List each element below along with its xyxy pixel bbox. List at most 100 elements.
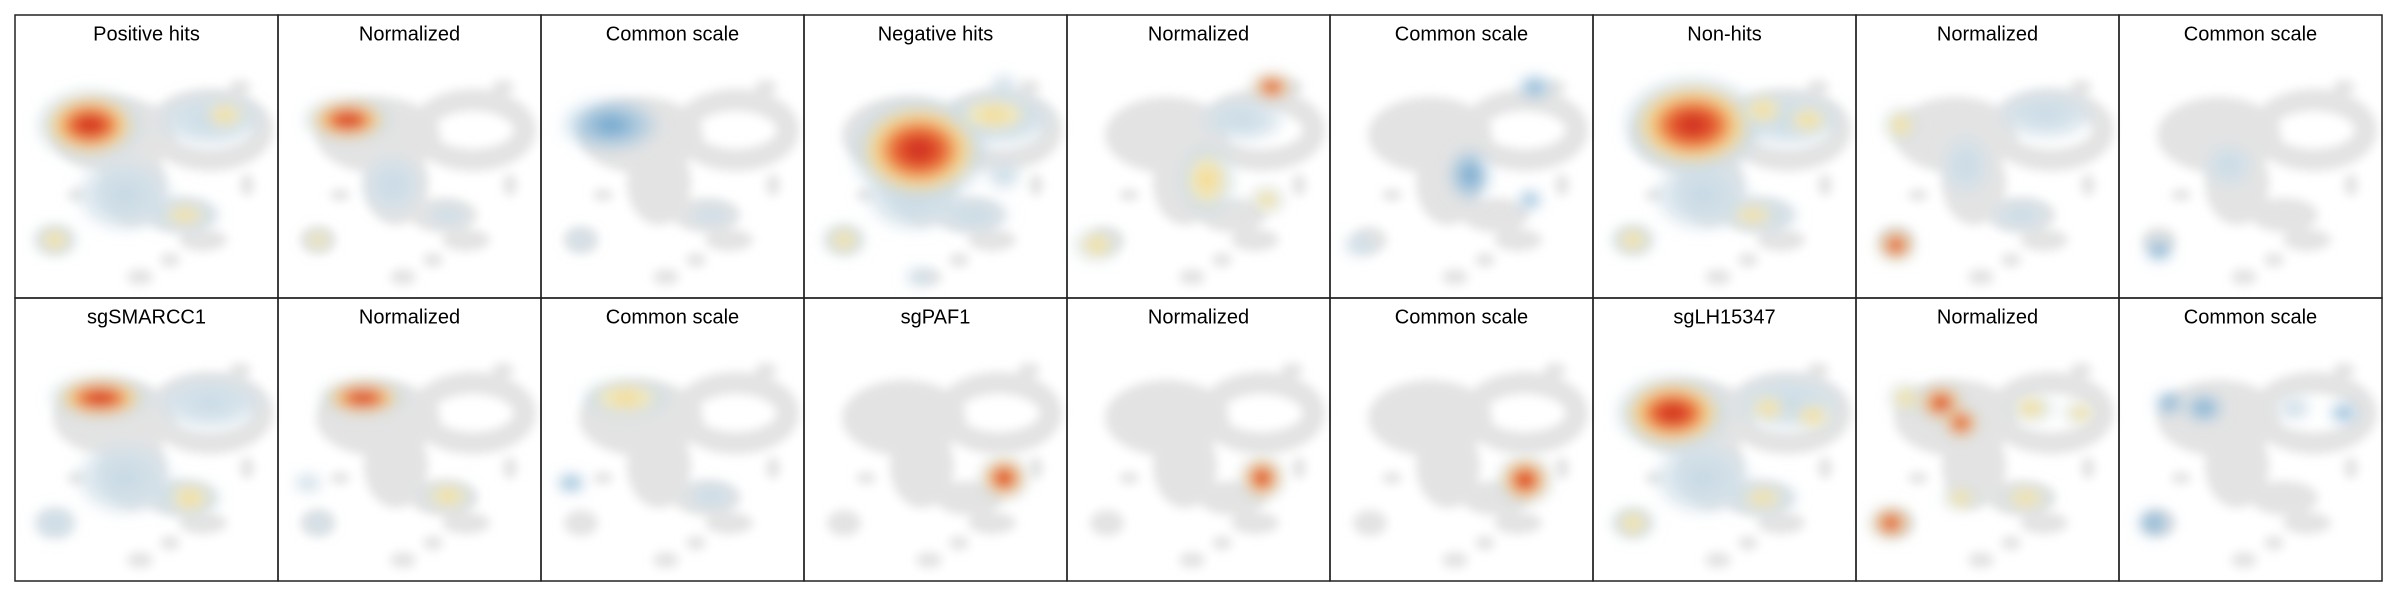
density-blob xyxy=(2143,237,2175,263)
density-blob xyxy=(685,203,737,227)
density-blob xyxy=(1248,71,1296,103)
density-blob xyxy=(1496,454,1554,506)
density-blob xyxy=(34,224,76,256)
panel-title: Common scale xyxy=(1395,23,1528,45)
panel: Common scale xyxy=(2118,14,2383,299)
density-overlay xyxy=(1238,454,1286,502)
panel: Common scale xyxy=(1329,297,1594,582)
panel: Negative hits xyxy=(803,14,1068,299)
density-blob xyxy=(419,480,477,512)
density-blob xyxy=(1734,485,1792,511)
density-overlay xyxy=(292,378,477,535)
density-blob xyxy=(559,96,663,154)
density-overlay xyxy=(1875,89,2098,264)
panel-title: Common scale xyxy=(1395,306,1528,328)
panel-title: Normalized xyxy=(1148,23,1249,45)
density-blob xyxy=(1612,507,1654,539)
density-blob xyxy=(565,228,597,252)
panel-title: Common scale xyxy=(606,306,739,328)
density-blob xyxy=(2135,507,2173,539)
panel-title: Non-hits xyxy=(1687,23,1761,45)
panel: Normalized xyxy=(277,297,542,582)
density-blob xyxy=(36,510,74,536)
density-blob xyxy=(360,152,426,218)
density-blob xyxy=(948,94,1040,136)
density-blob xyxy=(682,480,740,512)
density-blob xyxy=(988,74,1020,96)
density-overlay xyxy=(555,378,740,512)
panel: Common scale xyxy=(540,297,805,582)
density-blob xyxy=(1196,96,1288,144)
panel-title: Common scale xyxy=(2184,23,2317,45)
density-overlay xyxy=(978,454,1030,502)
density-blob xyxy=(1073,228,1121,262)
density-blob xyxy=(2203,141,2255,189)
density-blob xyxy=(1994,89,2098,141)
density-blob xyxy=(302,96,394,144)
density-blob xyxy=(151,374,269,432)
panel: Normalized xyxy=(277,14,542,299)
density-blob xyxy=(2062,400,2100,426)
density-blob xyxy=(302,228,334,252)
density-overlay xyxy=(1609,374,1847,540)
panel: Common scale xyxy=(2118,297,2383,582)
density-overlay xyxy=(1073,71,1296,262)
density-blob xyxy=(317,378,409,418)
density-blob xyxy=(1248,185,1286,215)
density-blob xyxy=(48,374,152,422)
density-blob xyxy=(1621,75,1765,175)
density-overlay xyxy=(31,374,269,540)
density-blob xyxy=(1516,74,1554,100)
panel: Common scale xyxy=(1329,14,1594,299)
density-blob xyxy=(2183,392,2225,424)
panel-title: sgPAF1 xyxy=(901,306,971,328)
density-blob xyxy=(555,472,587,494)
panel: Non-hits xyxy=(1592,14,1857,299)
panel-title: sgLH15347 xyxy=(1673,306,1775,328)
panel-title: Normalized xyxy=(1937,306,2038,328)
density-blob xyxy=(1988,199,2054,231)
density-blob xyxy=(1875,226,1917,264)
panel: sgLH15347 xyxy=(1592,297,1857,582)
density-blob xyxy=(1882,106,1920,144)
density-blob xyxy=(1744,392,1792,424)
density-blob xyxy=(2153,390,2185,416)
density-blob xyxy=(580,378,672,418)
density-blob xyxy=(1997,485,2055,511)
density-overlay xyxy=(1867,382,2100,542)
panel-title: sgSMARCC1 xyxy=(87,306,206,328)
density-overlay xyxy=(820,74,1058,288)
density-blob xyxy=(824,224,864,256)
density-blob xyxy=(156,202,214,228)
density-blob xyxy=(978,454,1030,502)
density-blob xyxy=(1940,404,1982,442)
umap-background xyxy=(2142,80,2366,285)
density-blob xyxy=(1724,202,1782,228)
density-blob xyxy=(2007,392,2055,424)
density-blob xyxy=(1614,374,1732,452)
density-overlay xyxy=(2143,141,2255,263)
panel-title: Normalized xyxy=(359,306,460,328)
panel-title: Normalized xyxy=(1937,23,2038,45)
density-overlay xyxy=(1609,75,1847,257)
panel-title: Normalized xyxy=(359,23,460,45)
panel: Normalized xyxy=(1066,297,1331,582)
density-blob xyxy=(1612,224,1654,256)
density-blob xyxy=(1789,400,1837,432)
density-overlay xyxy=(1341,74,1554,258)
panel-border xyxy=(2118,297,2383,582)
panel: sgPAF1 xyxy=(803,297,1068,582)
panel: Common scale xyxy=(540,14,805,299)
panel-title: Common scale xyxy=(606,23,739,45)
density-blob xyxy=(35,88,145,162)
density-blob xyxy=(1238,454,1286,502)
density-blob xyxy=(1867,504,1915,542)
density-blob xyxy=(1178,143,1236,217)
density-overlay xyxy=(1496,454,1554,506)
density-blob xyxy=(2328,401,2360,425)
density-blob xyxy=(1446,146,1494,204)
panel-title: Negative hits xyxy=(878,23,994,45)
density-blob xyxy=(292,472,324,494)
density-blob xyxy=(1782,103,1834,137)
